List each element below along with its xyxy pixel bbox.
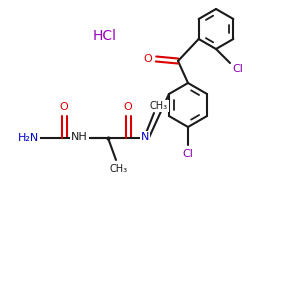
Text: NH: NH — [71, 132, 88, 142]
Text: CH₃: CH₃ — [110, 164, 128, 174]
Text: H₂N: H₂N — [18, 133, 39, 143]
Text: CH₃: CH₃ — [150, 101, 168, 111]
Text: O: O — [144, 54, 152, 64]
Text: HCl: HCl — [93, 29, 117, 43]
Text: O: O — [60, 102, 68, 112]
Text: Cl: Cl — [183, 149, 194, 159]
Text: N: N — [141, 132, 149, 142]
Text: O: O — [124, 102, 132, 112]
Text: Cl: Cl — [232, 64, 243, 74]
